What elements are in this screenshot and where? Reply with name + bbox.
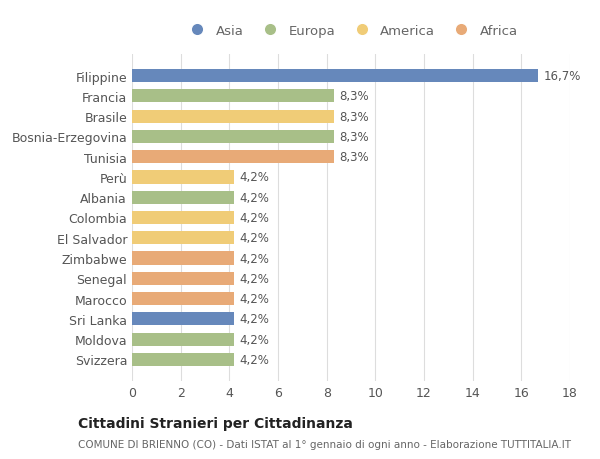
Bar: [132, 191, 234, 204]
Bar: [132, 292, 234, 306]
Bar: [132, 70, 538, 83]
Text: 4,2%: 4,2%: [239, 191, 269, 204]
Bar: [132, 110, 334, 123]
Text: 4,2%: 4,2%: [239, 232, 269, 245]
Text: 8,3%: 8,3%: [339, 111, 368, 123]
Bar: [132, 353, 234, 366]
Text: 4,2%: 4,2%: [239, 212, 269, 224]
Text: Cittadini Stranieri per Cittadinanza: Cittadini Stranieri per Cittadinanza: [78, 416, 353, 430]
Bar: [132, 333, 234, 346]
Text: 16,7%: 16,7%: [543, 70, 581, 83]
Text: 4,2%: 4,2%: [239, 353, 269, 366]
Bar: [132, 171, 234, 184]
Text: 4,2%: 4,2%: [239, 313, 269, 325]
Legend: Asia, Europa, America, Africa: Asia, Europa, America, Africa: [179, 19, 523, 43]
Text: 4,2%: 4,2%: [239, 171, 269, 184]
Text: 4,2%: 4,2%: [239, 292, 269, 305]
Text: 4,2%: 4,2%: [239, 252, 269, 265]
Text: 8,3%: 8,3%: [339, 131, 368, 144]
Text: 4,2%: 4,2%: [239, 272, 269, 285]
Text: 4,2%: 4,2%: [239, 333, 269, 346]
Bar: [132, 90, 334, 103]
Bar: [132, 252, 234, 265]
Bar: [132, 212, 234, 224]
Text: 8,3%: 8,3%: [339, 90, 368, 103]
Text: 8,3%: 8,3%: [339, 151, 368, 164]
Text: COMUNE DI BRIENNO (CO) - Dati ISTAT al 1° gennaio di ogni anno - Elaborazione TU: COMUNE DI BRIENNO (CO) - Dati ISTAT al 1…: [78, 440, 571, 449]
Bar: [132, 313, 234, 326]
Bar: [132, 272, 234, 285]
Bar: [132, 151, 334, 164]
Bar: [132, 232, 234, 245]
Bar: [132, 130, 334, 144]
